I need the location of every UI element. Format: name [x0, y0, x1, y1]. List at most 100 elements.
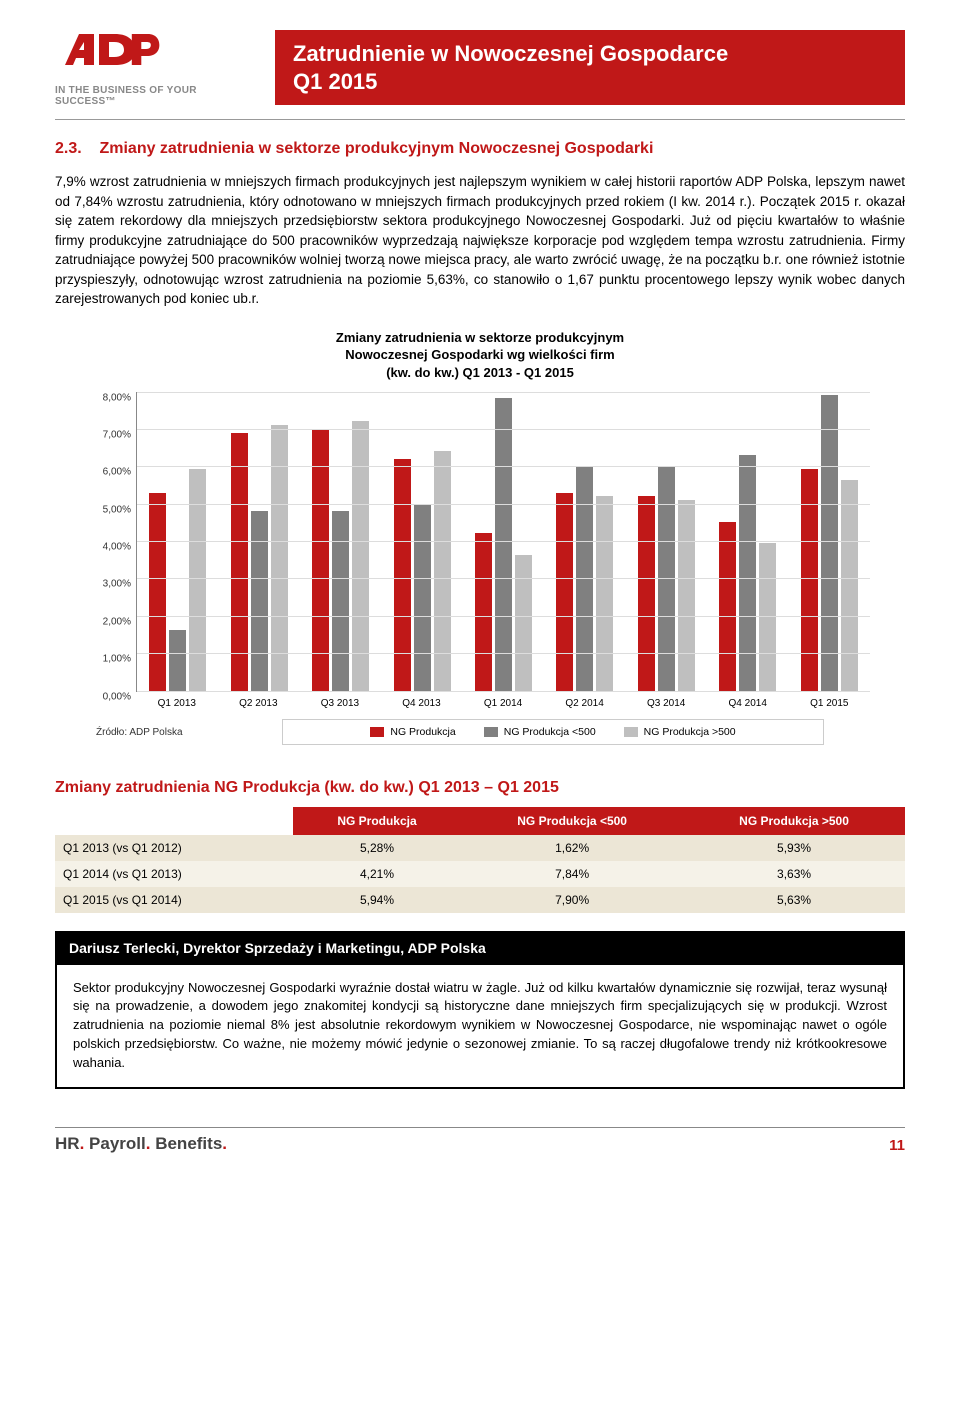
legend-swatch	[484, 727, 498, 737]
bar	[719, 522, 736, 690]
doc-title-line2: Q1 2015	[293, 68, 887, 96]
x-tick-label: Q1 2013	[136, 692, 218, 709]
adp-logo	[55, 30, 165, 78]
bar	[251, 511, 268, 690]
bar	[149, 493, 166, 690]
table-header-blank	[55, 807, 293, 835]
table-row: Q1 2014 (vs Q1 2013)4,21%7,84%3,63%	[55, 861, 905, 887]
table-row-label: Q1 2014 (vs Q1 2013)	[55, 861, 293, 887]
bar	[678, 500, 695, 691]
gridline	[137, 691, 870, 692]
gridline	[137, 429, 870, 430]
section-title: Zmiany zatrudnienia w sektorze produkcyj…	[99, 140, 653, 157]
table-col-2: NG Produkcja <500	[461, 807, 683, 835]
table-cell: 3,63%	[683, 861, 905, 887]
logo-tagline: IN THE BUSINESS OF YOUR SUCCESS™	[55, 85, 255, 107]
bar	[821, 395, 838, 690]
data-table: NG Produkcja NG Produkcja <500 NG Produk…	[55, 807, 905, 913]
bar	[475, 533, 492, 690]
chart-title-line1: Zmiany zatrudnienia w sektorze produkcyj…	[90, 329, 870, 347]
table-cell: 5,94%	[293, 887, 461, 913]
gridline	[137, 504, 870, 505]
y-tick-label: 7,00%	[91, 429, 131, 440]
bar	[414, 504, 431, 691]
table-cell: 7,90%	[461, 887, 683, 913]
bar	[231, 433, 248, 691]
page-number: 11	[889, 1137, 905, 1154]
bar	[394, 459, 411, 691]
table-row-label: Q1 2013 (vs Q1 2012)	[55, 835, 293, 861]
footer-hr: HR	[55, 1134, 80, 1153]
bar	[739, 455, 756, 690]
bar	[169, 630, 186, 691]
bar	[434, 451, 451, 690]
x-tick-label: Q4 2013	[381, 692, 463, 709]
gridline	[137, 466, 870, 467]
table-header-row: NG Produkcja NG Produkcja <500 NG Produk…	[55, 807, 905, 835]
x-tick-label: Q1 2015	[789, 692, 871, 709]
bar	[596, 496, 613, 690]
y-tick-label: 6,00%	[91, 467, 131, 478]
page-footer: HR. Payroll. Benefits. 11	[55, 1127, 905, 1154]
x-tick-label: Q2 2013	[218, 692, 300, 709]
table-cell: 5,93%	[683, 835, 905, 861]
quote-author: Dariusz Terlecki, Dyrektor Sprzedaży i M…	[55, 931, 905, 965]
x-tick-label: Q3 2014	[625, 692, 707, 709]
bar	[801, 469, 818, 691]
bar	[271, 425, 288, 690]
bar	[495, 398, 512, 691]
chart-legend: NG Produkcja NG Produkcja <500 NG Produkcj…	[282, 719, 824, 745]
section-heading: 2.3. Zmiany zatrudnienia w sektorze prod…	[55, 140, 905, 158]
bar	[638, 496, 655, 690]
x-tick-label: Q4 2014	[707, 692, 789, 709]
y-tick-label: 1,00%	[91, 654, 131, 665]
legend-item: NG Produkcja >500	[624, 726, 736, 738]
chart-title-line3: (kw. do kw.) Q1 2013 - Q1 2015	[90, 364, 870, 382]
table-title: Zmiany zatrudnienia NG Produkcja (kw. do…	[55, 779, 905, 797]
bar	[352, 421, 369, 690]
y-tick-label: 8,00%	[91, 392, 131, 403]
legend-swatch	[624, 727, 638, 737]
chart-source: Źródło: ADP Polska	[96, 727, 236, 738]
page-header: IN THE BUSINESS OF YOUR SUCCESS™ Zatrudn…	[55, 30, 905, 107]
table-row-label: Q1 2015 (vs Q1 2014)	[55, 887, 293, 913]
chart-title-line2: Nowoczesnej Gospodarki wg wielkości firm	[90, 346, 870, 364]
table-cell: 5,28%	[293, 835, 461, 861]
quote-text: Sektor produkcyjny Nowoczesnej Gospodark…	[55, 965, 905, 1089]
table-cell: 4,21%	[293, 861, 461, 887]
table-cell: 5,63%	[683, 887, 905, 913]
table-cell: 1,62%	[461, 835, 683, 861]
bar	[189, 469, 206, 691]
footer-brand: HR. Payroll. Benefits.	[55, 1134, 227, 1154]
x-tick-label: Q1 2014	[462, 692, 544, 709]
header-divider	[55, 119, 905, 120]
doc-title-block: Zatrudnienie w Nowoczesnej Gospodarce Q1…	[275, 30, 905, 105]
bar-chart: 0,00%1,00%2,00%3,00%4,00%5,00%6,00%7,00%…	[136, 392, 870, 692]
bar	[515, 555, 532, 691]
bar	[841, 480, 858, 690]
section-number: 2.3.	[55, 140, 82, 157]
gridline	[137, 392, 870, 393]
y-tick-label: 5,00%	[91, 504, 131, 515]
gridline	[137, 578, 870, 579]
footer-benefits: Benefits	[155, 1134, 222, 1153]
legend-item: NG Produkcja	[370, 726, 455, 738]
y-tick-label: 0,00%	[91, 691, 131, 702]
logo-block: IN THE BUSINESS OF YOUR SUCCESS™	[55, 30, 255, 107]
legend-label: NG Produkcja	[390, 726, 455, 738]
table-col-3: NG Produkcja >500	[683, 807, 905, 835]
x-axis-labels: Q1 2013Q2 2013Q3 2013Q4 2013Q1 2014Q2 20…	[136, 692, 870, 709]
y-tick-label: 3,00%	[91, 579, 131, 590]
table-row: Q1 2015 (vs Q1 2014)5,94%7,90%5,63%	[55, 887, 905, 913]
gridline	[137, 616, 870, 617]
x-tick-label: Q2 2014	[544, 692, 626, 709]
table-cell: 7,84%	[461, 861, 683, 887]
x-tick-label: Q3 2013	[299, 692, 381, 709]
gridline	[137, 541, 870, 542]
chart-title: Zmiany zatrudnienia w sektorze produkcyj…	[90, 329, 870, 382]
y-tick-label: 4,00%	[91, 542, 131, 553]
table-row: Q1 2013 (vs Q1 2012)5,28%1,62%5,93%	[55, 835, 905, 861]
y-tick-label: 2,00%	[91, 616, 131, 627]
legend-label: NG Produkcja <500	[504, 726, 596, 738]
legend-swatch	[370, 727, 384, 737]
